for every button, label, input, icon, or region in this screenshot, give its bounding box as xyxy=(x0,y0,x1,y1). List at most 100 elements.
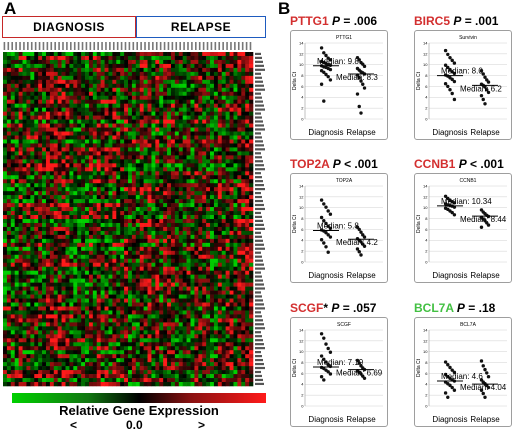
data-point xyxy=(485,371,488,374)
x-category-label: Diagnosis xyxy=(308,128,343,137)
p-value: = .057 xyxy=(343,301,377,315)
y-axis-label: Delta Ct xyxy=(292,71,298,90)
y-tick-label: 10 xyxy=(299,349,304,354)
y-tick-label: 14 xyxy=(423,40,428,45)
y-tick-label: 10 xyxy=(423,205,428,210)
y-tick-label: 6 xyxy=(301,84,304,89)
y-tick-label: 2 xyxy=(301,249,304,254)
data-point xyxy=(446,396,449,399)
gene-name: CCNB1 xyxy=(414,157,455,171)
y-tick-label: 2 xyxy=(301,106,304,111)
median-label: Median: 5.8 xyxy=(317,222,359,231)
data-point xyxy=(358,105,361,108)
x-category-label: Diagnosis xyxy=(432,415,467,424)
data-point xyxy=(322,99,325,102)
y-tick-label: 4 xyxy=(425,382,428,387)
y-tick-label: 4 xyxy=(425,95,428,100)
y-tick-label: 12 xyxy=(423,194,428,199)
plot-subtitle: PTTG1 xyxy=(336,35,352,41)
data-point xyxy=(324,342,327,345)
data-point xyxy=(446,363,449,366)
p-label: P xyxy=(459,157,467,171)
data-point xyxy=(483,368,486,371)
gene-footnote-star: * xyxy=(323,301,328,315)
data-point xyxy=(322,51,325,54)
y-tick-label: 8 xyxy=(425,360,428,365)
data-point xyxy=(327,209,330,212)
data-point xyxy=(448,88,451,91)
data-point xyxy=(487,375,490,378)
y-axis-label: Delta Ct xyxy=(292,214,298,233)
data-point xyxy=(482,98,485,101)
data-point xyxy=(453,213,456,216)
data-point xyxy=(453,389,456,392)
y-tick-label: 12 xyxy=(299,51,304,56)
y-tick-label: 0 xyxy=(301,403,304,408)
y-tick-label: 4 xyxy=(301,382,304,387)
diagnosis-group-header: DIAGNOSIS xyxy=(2,16,136,38)
median-label: Median: 10.34 xyxy=(441,197,492,206)
y-tick-label: 8 xyxy=(301,73,304,78)
diagnosis-group-label: DIAGNOSIS xyxy=(33,20,105,34)
x-category-label: Relapse xyxy=(346,271,376,280)
data-point xyxy=(363,86,366,89)
data-point xyxy=(329,235,332,238)
y-tick-label: 0 xyxy=(425,116,428,121)
y-tick-label: 8 xyxy=(301,360,304,365)
expression-color-scale xyxy=(12,393,266,403)
y-tick-label: 14 xyxy=(299,183,304,188)
data-point xyxy=(480,226,483,229)
x-category-label: Diagnosis xyxy=(432,128,467,137)
data-point xyxy=(320,83,323,86)
legend-title: Relative Gene Expression xyxy=(12,403,266,418)
data-point xyxy=(324,205,327,208)
data-point xyxy=(480,94,483,97)
median-label: Median: 9.8 xyxy=(317,57,359,66)
data-point xyxy=(329,78,332,81)
plot-subtitle: BCL7A xyxy=(460,322,477,328)
data-point xyxy=(356,92,359,95)
data-point xyxy=(363,65,366,68)
y-axis-label: Delta Ct xyxy=(292,358,298,377)
data-point xyxy=(361,83,364,86)
data-point xyxy=(453,61,456,64)
y-tick-label: 10 xyxy=(299,62,304,67)
relapse-group-header: RELAPSE xyxy=(136,16,266,38)
plot-subtitle: TOP2A xyxy=(336,178,353,184)
p-label: P xyxy=(453,14,461,28)
data-point xyxy=(329,351,332,354)
data-point xyxy=(451,59,454,62)
median-label: Median: 4.6 xyxy=(441,372,483,381)
p-value: = .006 xyxy=(343,14,377,28)
data-point xyxy=(359,111,362,114)
data-point xyxy=(322,241,325,244)
gene-name: TOP2A xyxy=(290,157,329,171)
gene-title-pttg1: PTTG1 P = .006 xyxy=(290,14,377,28)
data-point xyxy=(480,69,483,72)
y-tick-label: 2 xyxy=(301,393,304,398)
gene-name: BIRC5 xyxy=(414,14,450,28)
data-point xyxy=(487,80,490,83)
data-point xyxy=(444,360,447,363)
data-point xyxy=(483,396,486,399)
y-tick-label: 2 xyxy=(425,393,428,398)
data-point xyxy=(359,253,362,256)
data-point xyxy=(446,85,449,88)
data-point xyxy=(453,80,456,83)
data-point xyxy=(320,375,323,378)
data-point xyxy=(482,392,485,395)
y-tick-label: 8 xyxy=(425,216,428,221)
gene-name: PTTG1 xyxy=(290,14,329,28)
y-tick-label: 6 xyxy=(425,371,428,376)
data-point xyxy=(327,347,330,350)
data-point xyxy=(451,92,454,95)
median-label: Median: 6.69 xyxy=(336,369,383,378)
